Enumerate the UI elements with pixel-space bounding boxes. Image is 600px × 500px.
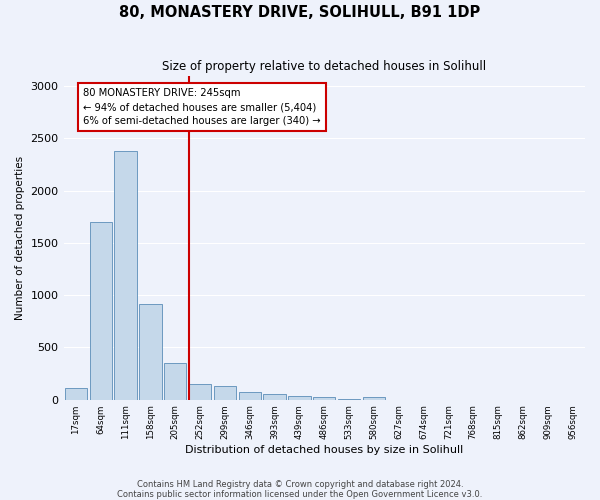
- Bar: [139, 304, 161, 400]
- Bar: [338, 398, 360, 400]
- Bar: [164, 363, 187, 400]
- Bar: [65, 388, 87, 400]
- Bar: [89, 222, 112, 400]
- Bar: [263, 394, 286, 400]
- Bar: [363, 396, 385, 400]
- Bar: [239, 392, 261, 400]
- Text: 80 MONASTERY DRIVE: 245sqm
← 94% of detached houses are smaller (5,404)
6% of se: 80 MONASTERY DRIVE: 245sqm ← 94% of deta…: [83, 88, 320, 126]
- Bar: [115, 152, 137, 400]
- Bar: [189, 384, 211, 400]
- X-axis label: Distribution of detached houses by size in Solihull: Distribution of detached houses by size …: [185, 445, 463, 455]
- Text: 80, MONASTERY DRIVE, SOLIHULL, B91 1DP: 80, MONASTERY DRIVE, SOLIHULL, B91 1DP: [119, 5, 481, 20]
- Title: Size of property relative to detached houses in Solihull: Size of property relative to detached ho…: [162, 60, 487, 73]
- Bar: [288, 396, 311, 400]
- Y-axis label: Number of detached properties: Number of detached properties: [15, 156, 25, 320]
- Bar: [313, 396, 335, 400]
- Bar: [214, 386, 236, 400]
- Text: Contains HM Land Registry data © Crown copyright and database right 2024.
Contai: Contains HM Land Registry data © Crown c…: [118, 480, 482, 499]
